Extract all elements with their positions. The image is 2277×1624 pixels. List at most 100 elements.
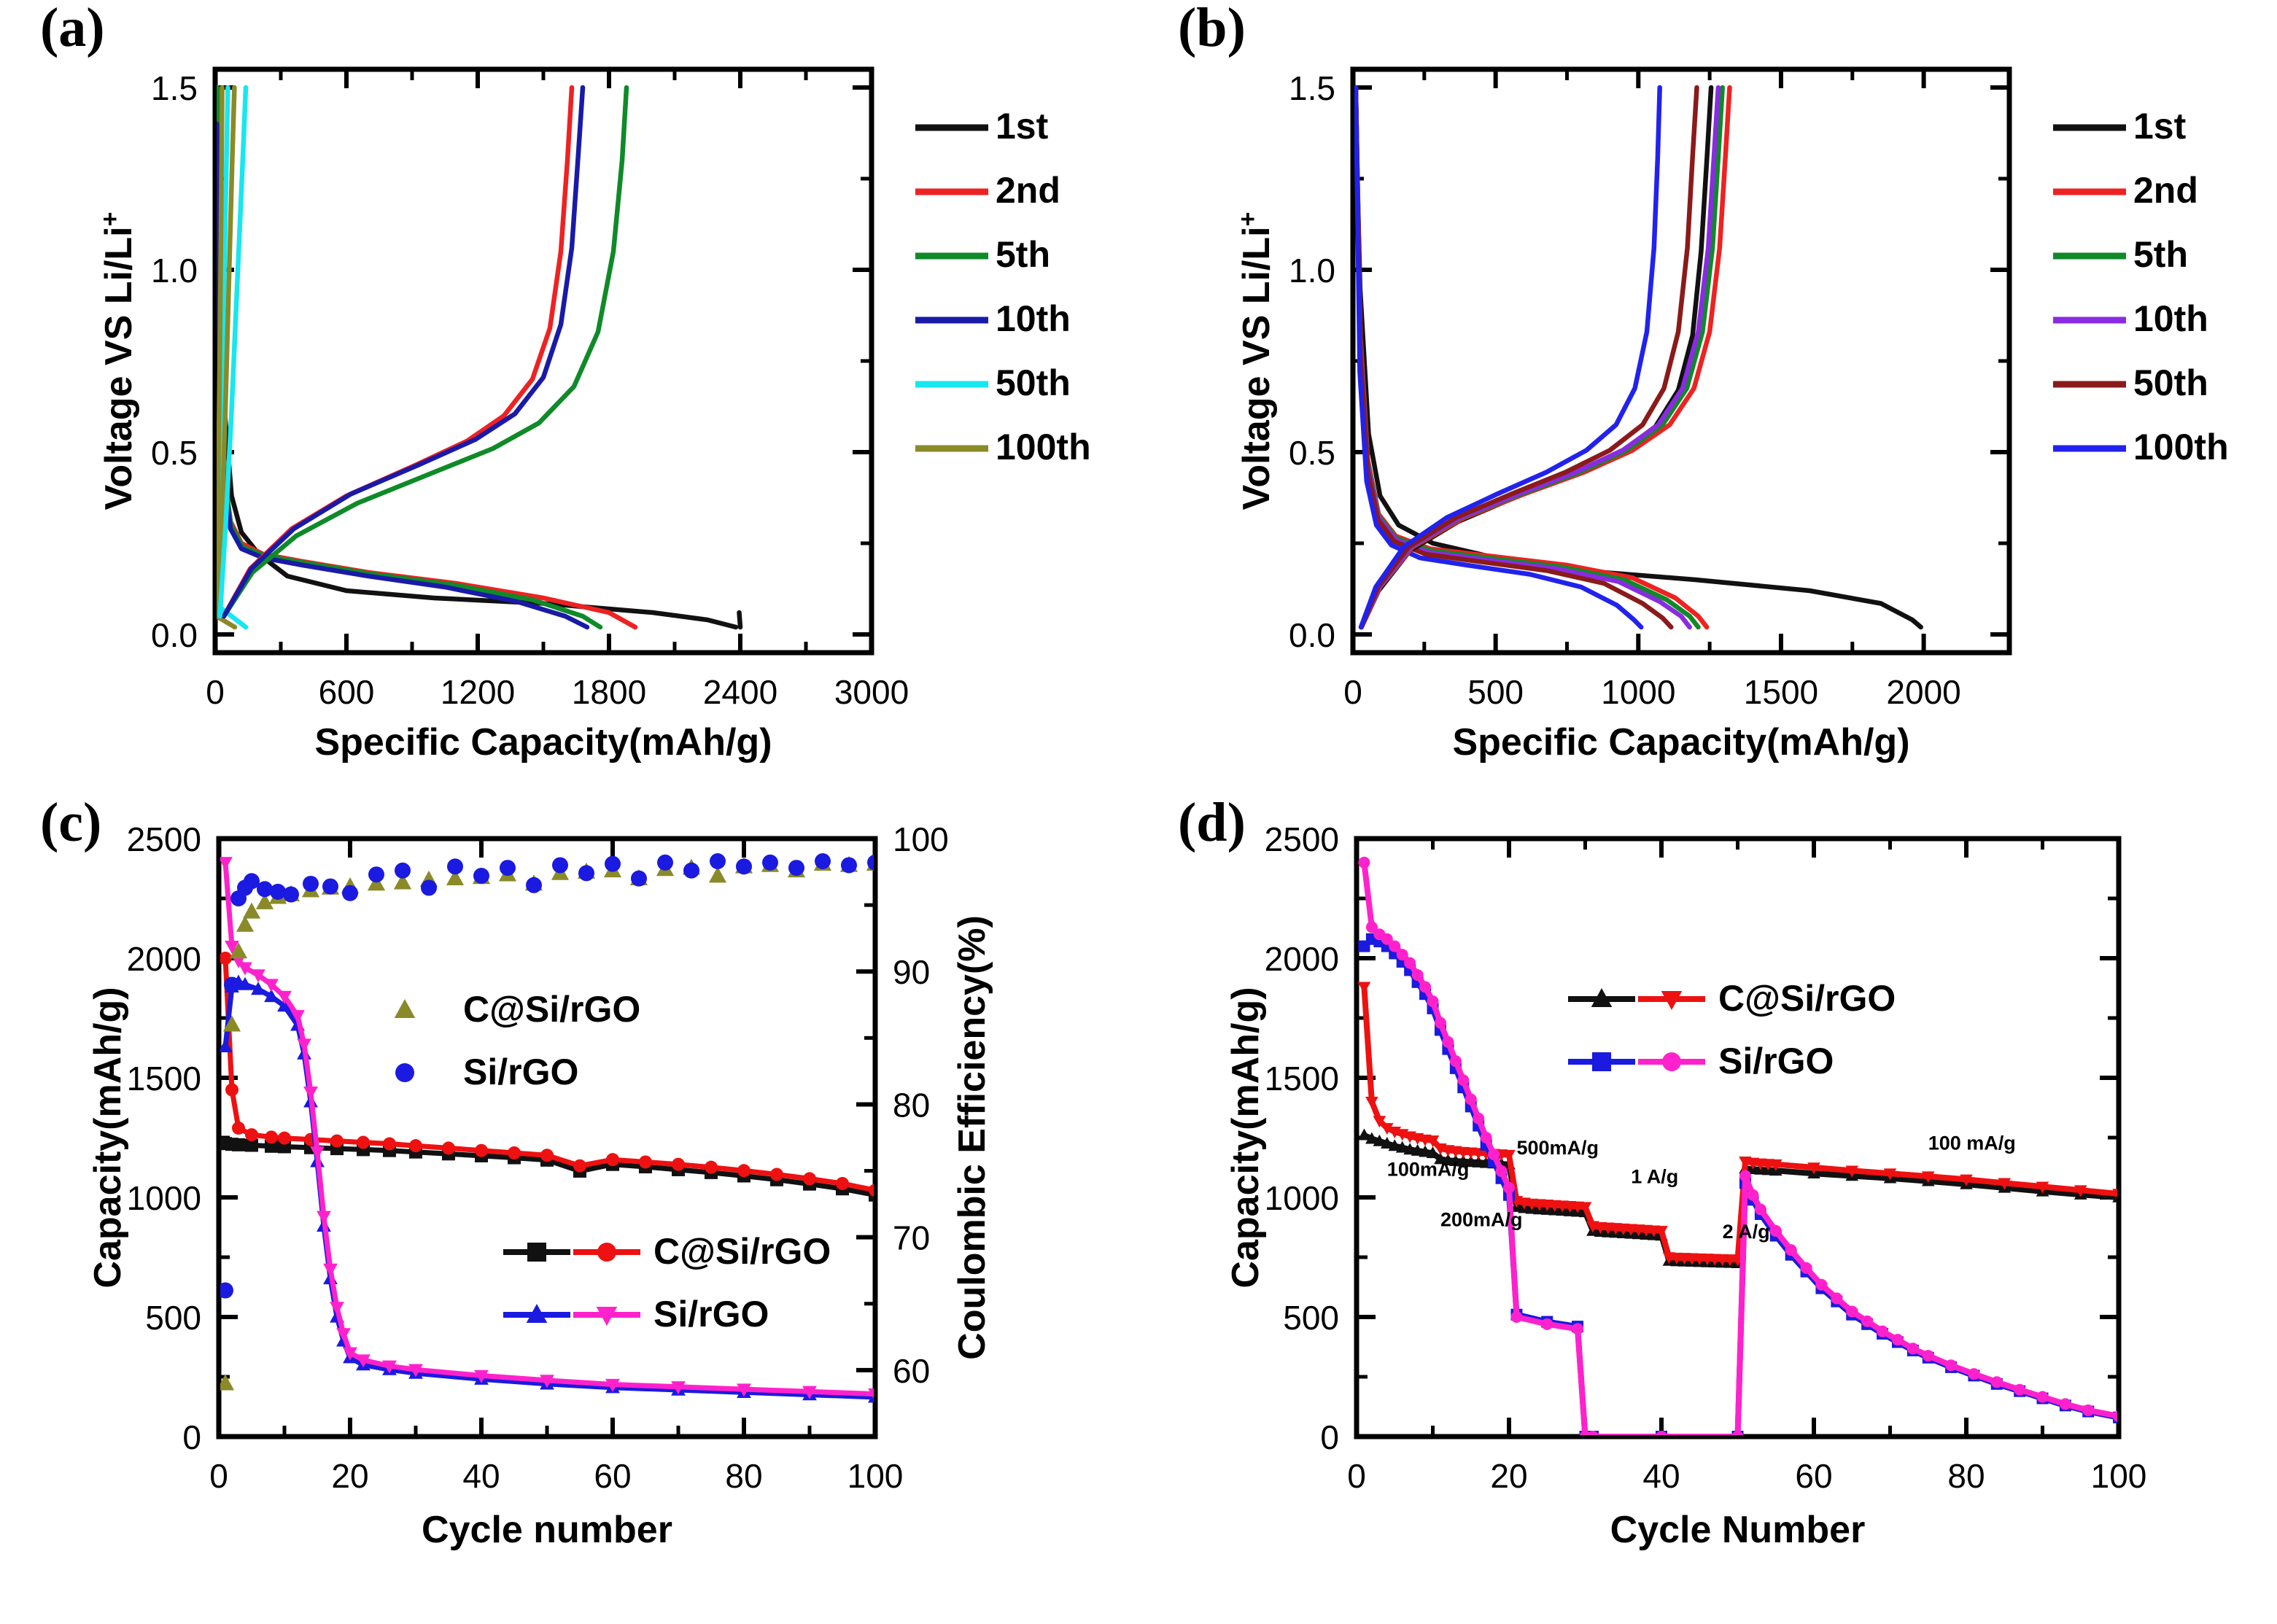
legend-label: Si/rGO [463, 1052, 578, 1092]
data-marker [803, 1172, 816, 1186]
y-tick-label: 1.0 [151, 252, 198, 290]
data-marker [257, 881, 273, 898]
legend-item[interactable]: 5th [915, 234, 1050, 275]
legend-item-efficiency[interactable]: C@Si/rGO [394, 989, 641, 1030]
data-marker [710, 852, 726, 869]
legend-label: 2nd [996, 170, 1060, 211]
x-axis-title: Cycle Number [1610, 1509, 1866, 1551]
rate-annotation: 100 mA/g [1928, 1132, 2016, 1154]
data-marker [597, 1243, 616, 1262]
data-marker [442, 1141, 455, 1155]
legend-item[interactable]: 1st [915, 106, 1049, 147]
data-marker [683, 862, 699, 879]
legend-item-capacity[interactable]: Si/rGO [503, 1294, 769, 1334]
legend-item[interactable]: 100th [2053, 427, 2229, 467]
data-marker [1449, 1055, 1462, 1068]
data-marker [1411, 1143, 1424, 1156]
data-marker [737, 1383, 751, 1397]
data-marker [639, 1155, 652, 1169]
legend-label: C@Si/rGO [463, 989, 640, 1030]
x-tick-label: 40 [462, 1457, 500, 1495]
data-marker [446, 869, 465, 886]
data-marker [867, 854, 874, 871]
legend-item-capacity[interactable]: C@Si/rGO [503, 1231, 831, 1272]
data-marker [1373, 1134, 1386, 1146]
legend-label: Si/rGO [1718, 1041, 1834, 1081]
data-marker [1906, 1343, 1919, 1355]
data-marker [631, 870, 647, 887]
data-marker [1358, 982, 1371, 994]
data-marker [1426, 1146, 1440, 1159]
panel-c-tag: (c) [40, 792, 102, 853]
legend-item[interactable]: 50th [915, 362, 1071, 403]
y-axis-title: Capacity(mAh/g) [87, 987, 129, 1288]
data-marker [232, 1138, 245, 1151]
legend-item[interactable]: 2nd [915, 170, 1060, 211]
data-marker [395, 1063, 414, 1082]
data-marker [1815, 1278, 1828, 1291]
data-marker [232, 1121, 245, 1135]
legend-item[interactable]: C@Si/rGO [1568, 978, 1896, 1019]
series-line [217, 85, 249, 619]
data-marker [1495, 1165, 1508, 1177]
data-marker [270, 883, 286, 900]
data-marker [2014, 1383, 2026, 1396]
data-marker [2113, 1410, 2117, 1422]
rate-annotation: 100mA/g [1387, 1158, 1470, 1180]
legend-item-efficiency[interactable]: Si/rGO [395, 1052, 578, 1092]
data-marker [2059, 1398, 2071, 1410]
data-marker [770, 1168, 783, 1181]
legend-label: 5th [996, 234, 1050, 275]
data-marker [596, 1306, 618, 1326]
data-marker [1877, 1325, 1889, 1337]
x-tick-label: 80 [725, 1457, 762, 1495]
rate-annotation: 500mA/g [1516, 1137, 1599, 1159]
legend-item[interactable]: 100th [915, 427, 1091, 467]
data-marker [552, 857, 568, 874]
data-marker [1591, 988, 1613, 1008]
legend-label: 50th [2133, 362, 2208, 403]
x-axis-title: Specific Capacity(mAh/g) [314, 721, 772, 764]
legend-item[interactable]: 5th [2053, 234, 2188, 275]
data-marker [251, 969, 265, 983]
x-tick-label: 600 [319, 673, 375, 711]
data-marker [540, 1149, 554, 1162]
legend-label: 10th [2133, 298, 2208, 339]
y-tick-label: 1.0 [1289, 252, 1335, 290]
y-tick-label: 1000 [1265, 1179, 1339, 1217]
data-marker [244, 873, 260, 890]
data-marker [220, 1374, 235, 1391]
x-axis-title: Specific Capacity(mAh/g) [1452, 721, 1909, 764]
data-marker [236, 915, 255, 932]
data-marker [868, 1388, 874, 1399]
legend-item[interactable]: 10th [915, 298, 1071, 339]
x-tick-label: 2000 [1886, 673, 1960, 711]
legend-item[interactable]: Si/rGO [1568, 1041, 1834, 1081]
panel-c-chart: 0 20 40 60 80 1000500100015002000250060708090… [87, 820, 993, 1551]
x-tick-label: 0 [1343, 673, 1362, 711]
data-marker [393, 873, 412, 890]
x-tick-label: 100 [2091, 1457, 2147, 1495]
data-marker [265, 1130, 278, 1144]
legend-item[interactable]: 50th [2053, 362, 2208, 403]
y-right-axis-title: Coulombic Efficiency(%) [951, 915, 993, 1360]
data-marker [409, 1139, 422, 1153]
y-axis-title: Capacity(mAh/g) [1225, 987, 1267, 1288]
data-marker [1434, 1017, 1446, 1029]
y-tick-label: 2500 [1265, 820, 1339, 858]
svg-text:Capacity(mAh/g): Capacity(mAh/g) [87, 987, 129, 1288]
data-marker [736, 858, 752, 875]
data-marker [1373, 1116, 1386, 1128]
data-marker [508, 1146, 521, 1159]
data-marker [540, 1375, 554, 1388]
data-marker [245, 1138, 258, 1152]
legend-item[interactable]: 1st [2053, 106, 2187, 147]
data-marker [330, 1302, 344, 1316]
legend-item[interactable]: 10th [2053, 298, 2208, 339]
data-marker [278, 1131, 291, 1145]
data-marker [1587, 1431, 1599, 1435]
legend-item[interactable]: 2nd [2053, 170, 2198, 211]
y-tick-label: 2000 [127, 940, 201, 978]
legend-label: 100th [996, 427, 1091, 467]
panel-a: (a) 0 600 1200 1800 2400 3000 0.0 0.5 1.0 1.5 Spec… [0, 0, 1138, 788]
